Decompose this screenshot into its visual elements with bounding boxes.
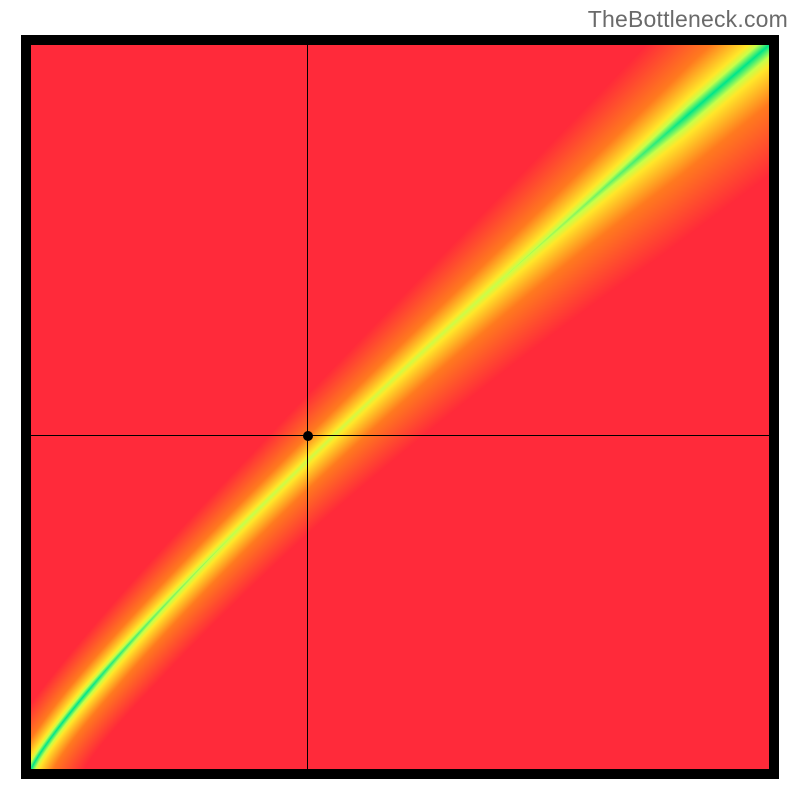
crosshair-vertical bbox=[307, 45, 308, 769]
bottleneck-heatmap bbox=[31, 45, 769, 769]
chart-frame bbox=[21, 35, 779, 779]
crosshair-marker-dot bbox=[303, 431, 313, 441]
crosshair-horizontal bbox=[31, 435, 769, 436]
watermark-text: TheBottleneck.com bbox=[588, 6, 788, 33]
